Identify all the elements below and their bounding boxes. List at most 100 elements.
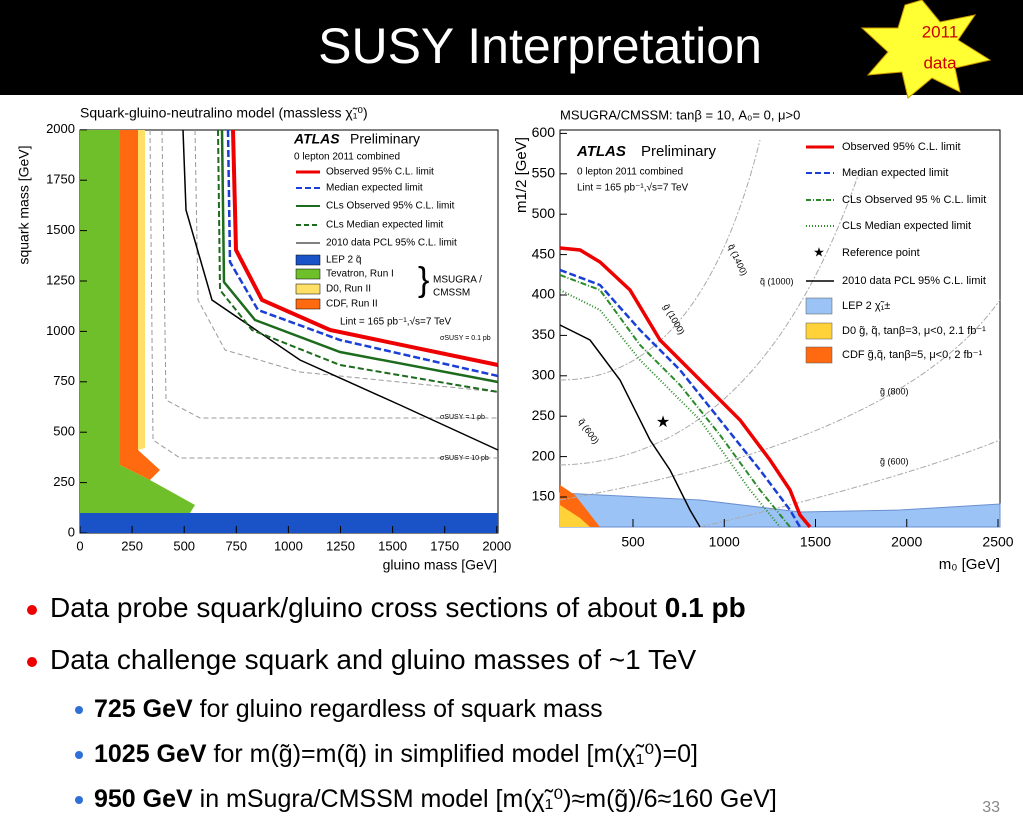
reference-star: ★ [656,414,670,431]
header-bar [0,0,1023,95]
x-tick-label: 1750 [430,538,459,553]
sub-bullet-bold: 950 GeV [94,785,193,813]
bullets: Data probe squark/gluino cross sections … [27,592,777,813]
legend-label: CLs Observed 95 % C.L. limit [842,194,986,206]
bullet-text: Data probe squark/gluino cross sections … [50,592,746,623]
subtitle: 0 lepton 2011 combined [577,167,683,178]
y-axis-label: squark mass [GeV] [16,145,32,264]
y-tick-label: 550 [532,165,556,181]
legend-label: CLs Observed 95% C.L. limit [326,201,455,212]
brand: ATLAS [576,143,626,160]
contour-label: q̃ (1000) [760,276,794,286]
xsec-label: σSUSY = 1 pb [440,414,485,421]
legend-label: LEP 2 q̃ [326,255,361,266]
sub-bullet-text: 950 GeV in mSugra/CMSSM model [m(χ̃₁⁰)≈m… [94,785,777,813]
observed-limit [559,246,812,529]
xsec-label: σSUSY = 10 pb [440,455,489,462]
cls-expected [217,129,499,393]
brand-suffix: Preliminary [350,131,420,147]
xsec-label: σSUSY = 0.1 pb [440,335,491,342]
x-tick-label: 1000 [274,538,303,553]
y-tick-label: 1750 [46,172,75,187]
legends: 0 250 500 750 1000 1250 1500 1750 2000 0 250 500 750… [46,121,1014,553]
x-tick-label: 2000 [891,534,922,550]
plot-title: Squark-gluino-neutralino model (massless… [80,105,368,121]
x-tick-label: 2500 [982,534,1013,550]
badge-text: 2011 [922,22,959,41]
frame [559,129,1001,528]
legend-label: Tevatron, Run I [326,269,394,280]
x-axis-label: m₀ [GeV] [939,556,1000,573]
legend-label: CLs Median expected limit [326,220,443,231]
legend-swatch [295,298,321,310]
legend-label: Observed 95% C.L. limit [326,167,434,178]
sub-bullet-text-run: for gluino regardless of squark mass [193,695,603,723]
brand-suffix: Preliminary [641,143,717,160]
legend-label: Reference point [842,247,920,259]
brand: ATLAS [293,131,340,147]
y-tick-label: 0 [68,524,75,539]
legend-label: CLs Median expected limit [842,220,971,232]
subtitle: 0 lepton 2011 combined [294,152,400,163]
y-axis-label: m1/2 [GeV] [513,137,530,213]
legend-swatch [295,283,321,295]
x-tick-label: 1250 [326,538,355,553]
legend-swatch [805,297,833,315]
x-tick-label: 1500 [800,534,831,550]
sub-bullet-marker [75,751,83,759]
legend-label: Median expected limit [326,183,423,194]
sub-bullet-text-run: in mSugra/CMSSM model [m(χ̃₁⁰)≈m(g̃)/6≈1… [193,785,777,813]
brace: } [418,261,429,299]
bullet-text: Data challenge squark and gluino masses … [50,644,697,675]
sub-bullet-bold: 1025 GeV [94,740,207,768]
expected-limit [559,268,802,528]
brace-label: CMSSM [433,288,470,299]
legend-label: LEP 2 χ̃₁± [842,300,890,312]
d0-region [560,505,590,527]
x-tick-label: 0 [76,538,83,553]
y-tick-label: 1250 [46,272,75,287]
y-tick-label: 250 [532,407,556,423]
y-tick-label: 1500 [46,222,75,237]
cdf-region [120,130,160,480]
legend-swatch [295,268,321,280]
y-tick-label: 750 [53,373,75,388]
x-tick-label: 500 [621,534,645,550]
legend-label: 2010 data PCL 95% C.L. limit [326,238,457,249]
d0-region [138,130,145,450]
y-tick-label: 600 [532,124,556,140]
y-tick-label: 2000 [46,121,75,136]
x-tick-label: 750 [225,538,247,553]
cls-observed [220,129,499,384]
x-tick-label: 1500 [378,538,407,553]
limit-2010 [559,324,701,528]
legend-label: 2010 data PCL 95% C.L. limit [842,275,986,287]
legend-swatch [805,346,833,364]
bullet-text-run: Data challenge squark and gluino masses … [50,644,697,675]
y-tick-label: 150 [532,488,556,504]
x-tick-label: 250 [121,538,143,553]
cls-observed [559,274,791,528]
sub-bullet-marker [75,706,83,714]
sub-bullet-bold: 725 GeV [94,695,193,723]
legend-swatch: ★ [813,244,825,259]
y-tick-label: 300 [532,367,556,383]
slide-title: SUSY Interpretation [318,18,762,74]
y-tick-label: 200 [532,447,556,463]
right-plot: MSUGRA/CMSSM: tanβ = 10, A₀= 0, μ>0 ★ m1… [513,107,1001,573]
bullet-bold: 0.1 pb [665,592,746,623]
y-tick-label: 350 [532,326,556,342]
left-plot: Squark-gluino-neutralino model (massless… [16,105,499,573]
x-tick-label: 2000 [482,538,511,553]
y-tick-label: 500 [53,424,75,439]
sub-bullet-text: 1025 GeV for m(g̃)=m(q̃) in simplified m… [94,740,698,768]
contour-label: g̃ (600) [880,456,909,466]
y-tick-label: 400 [532,286,556,302]
badge-star [860,0,992,99]
legend-label: CDF g̃,q̃, tanβ=5, μ<0, 2 fb⁻¹ [842,349,982,361]
xsec-contour [194,129,499,393]
legend-swatch [805,322,833,340]
page-number: 33 [982,799,1000,816]
contour-label: g̃ (800) [880,386,909,396]
